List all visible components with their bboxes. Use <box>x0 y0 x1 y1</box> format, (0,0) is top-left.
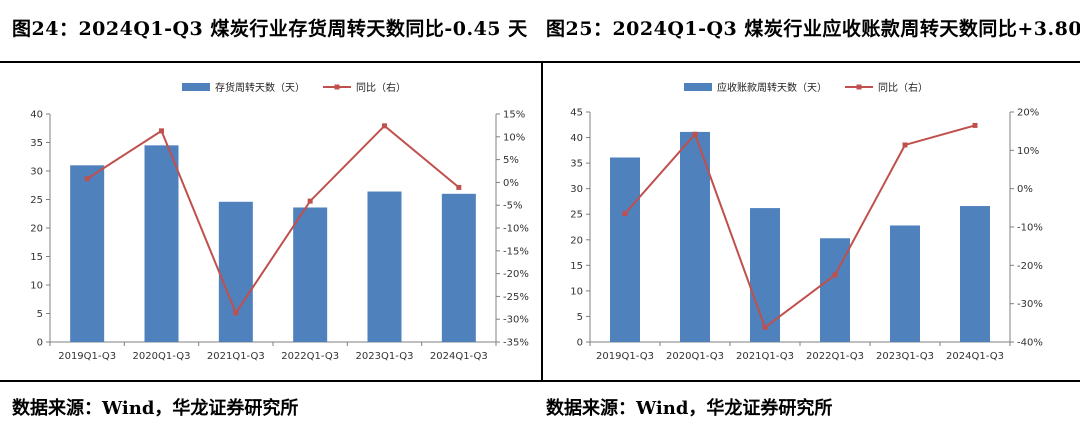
left-tick-label: 35 <box>30 138 43 149</box>
right-tick-label: -30% <box>1017 299 1043 310</box>
left-tick-label: 15 <box>570 261 583 272</box>
bar <box>610 157 640 342</box>
legend-bar-label: 存货周转天数（天） <box>215 81 305 94</box>
right-tick-label: -15% <box>503 246 529 257</box>
right-tick-label: 0% <box>503 178 519 189</box>
x-tick-label: 2021Q1-Q3 <box>736 351 794 362</box>
x-tick-label: 2020Q1-Q3 <box>666 351 724 362</box>
left-tick-label: 25 <box>30 195 43 206</box>
yoy-point <box>307 198 313 204</box>
yoy-point <box>159 128 164 134</box>
x-tick-label: 2024Q1-Q3 <box>430 351 488 362</box>
yoy-line <box>86 124 460 315</box>
inventory-turnover-chart: 0 5 10 15 20 25 30 35 40 -35% -30% -25% -20% -15% -10%… <box>30 81 529 362</box>
figure-24-title: 图24：2024Q1-Q3 煤炭行业存货周转天数同比-0.45 天 <box>12 18 528 40</box>
data-source-left: 数据来源：Wind，华龙证券研究所 <box>12 398 299 419</box>
x-tick-label: 2019Q1-Q3 <box>596 351 654 362</box>
panel-divider <box>541 62 543 380</box>
left-tick-label: 30 <box>30 167 43 178</box>
right-tick-label: 15% <box>503 110 525 121</box>
bar <box>367 191 402 342</box>
right-tick-label: 0% <box>1017 184 1033 195</box>
yoy-point <box>832 272 838 278</box>
right-tick-label: -10% <box>1017 223 1043 234</box>
right-tick-label: 20% <box>1017 108 1039 119</box>
x-tick-label: 2023Q1-Q3 <box>876 351 934 362</box>
right-tick-label: 10% <box>503 132 525 143</box>
yoy-point <box>762 324 768 330</box>
right-tick-label: -10% <box>503 224 529 235</box>
left-tick-label: 30 <box>570 184 583 195</box>
bar <box>293 207 328 342</box>
right-tick-label: -35% <box>503 338 529 349</box>
legend-bar-swatch <box>684 83 712 91</box>
x-tick-label: 2024Q1-Q3 <box>946 351 1004 362</box>
bar <box>144 145 179 342</box>
left-tick-label: 0 <box>577 338 583 349</box>
right-tick-label: -5% <box>503 201 522 212</box>
left-tick-label: 20 <box>570 235 583 246</box>
left-tick-label: 15 <box>30 252 43 263</box>
yoy-point <box>902 142 908 148</box>
x-tick-label: 2023Q1-Q3 <box>356 351 414 362</box>
left-tick-label: 40 <box>570 133 583 144</box>
right-tick-label: -40% <box>1017 338 1043 349</box>
left-tick-label: 5 <box>577 312 583 323</box>
right-tick-label: -20% <box>503 269 529 280</box>
yoy-point <box>622 211 628 217</box>
data-source-right: 数据来源：Wind，华龙证券研究所 <box>546 398 833 419</box>
yoy-point <box>233 310 239 316</box>
yoy-point <box>84 176 90 182</box>
left-tick-label: 40 <box>30 110 43 121</box>
yoy-point <box>972 122 978 128</box>
yoy-point <box>692 131 698 137</box>
figure-25-title: 图25：2024Q1-Q3 煤炭行业应收账款周转天数同比+3.80 天 <box>546 18 1080 40</box>
top-rule <box>0 61 1080 63</box>
x-tick-label: 2022Q1-Q3 <box>281 351 339 362</box>
legend-bar-swatch <box>182 83 210 91</box>
left-tick-label: 20 <box>30 224 43 235</box>
bar <box>890 225 920 342</box>
yoy-point <box>456 184 462 190</box>
bar <box>680 131 710 342</box>
yoy-point <box>382 123 387 129</box>
left-tick-label: 5 <box>37 309 43 320</box>
left-tick-label: 35 <box>570 159 583 170</box>
receivables-turnover-chart: 0 5 10 15 20 25 30 35 40 45 -40% -30% -20% -10% 0% 10% 2… <box>570 81 1043 362</box>
legend-line-marker <box>856 84 862 90</box>
bar <box>441 193 476 342</box>
x-tick-label: 2020Q1-Q3 <box>133 351 191 362</box>
left-tick-label: 10 <box>30 281 43 292</box>
right-tick-label: 5% <box>503 155 519 166</box>
yoy-line <box>624 124 976 330</box>
legend-line-label: 同比（右） <box>356 81 406 94</box>
bar <box>960 206 990 342</box>
bar <box>218 201 253 342</box>
bottom-rule <box>0 380 1080 382</box>
left-tick-label: 10 <box>570 286 583 297</box>
x-tick-label: 2022Q1-Q3 <box>806 351 864 362</box>
right-tick-label: 10% <box>1017 146 1039 157</box>
right-tick-label: -20% <box>1017 261 1043 272</box>
left-tick-label: 45 <box>570 108 583 119</box>
x-tick-label: 2019Q1-Q3 <box>58 351 116 362</box>
left-tick-label: 0 <box>37 338 43 349</box>
legend-line-label: 同比（右） <box>878 81 928 94</box>
bar <box>750 208 780 342</box>
right-tick-label: -30% <box>503 315 529 326</box>
left-tick-label: 25 <box>570 210 583 221</box>
right-tick-label: -25% <box>503 292 529 303</box>
bar <box>70 165 105 342</box>
legend-bar-label: 应收账款周转天数（天） <box>717 81 827 94</box>
x-tick-label: 2021Q1-Q3 <box>207 351 265 362</box>
legend-line-marker <box>334 84 340 90</box>
